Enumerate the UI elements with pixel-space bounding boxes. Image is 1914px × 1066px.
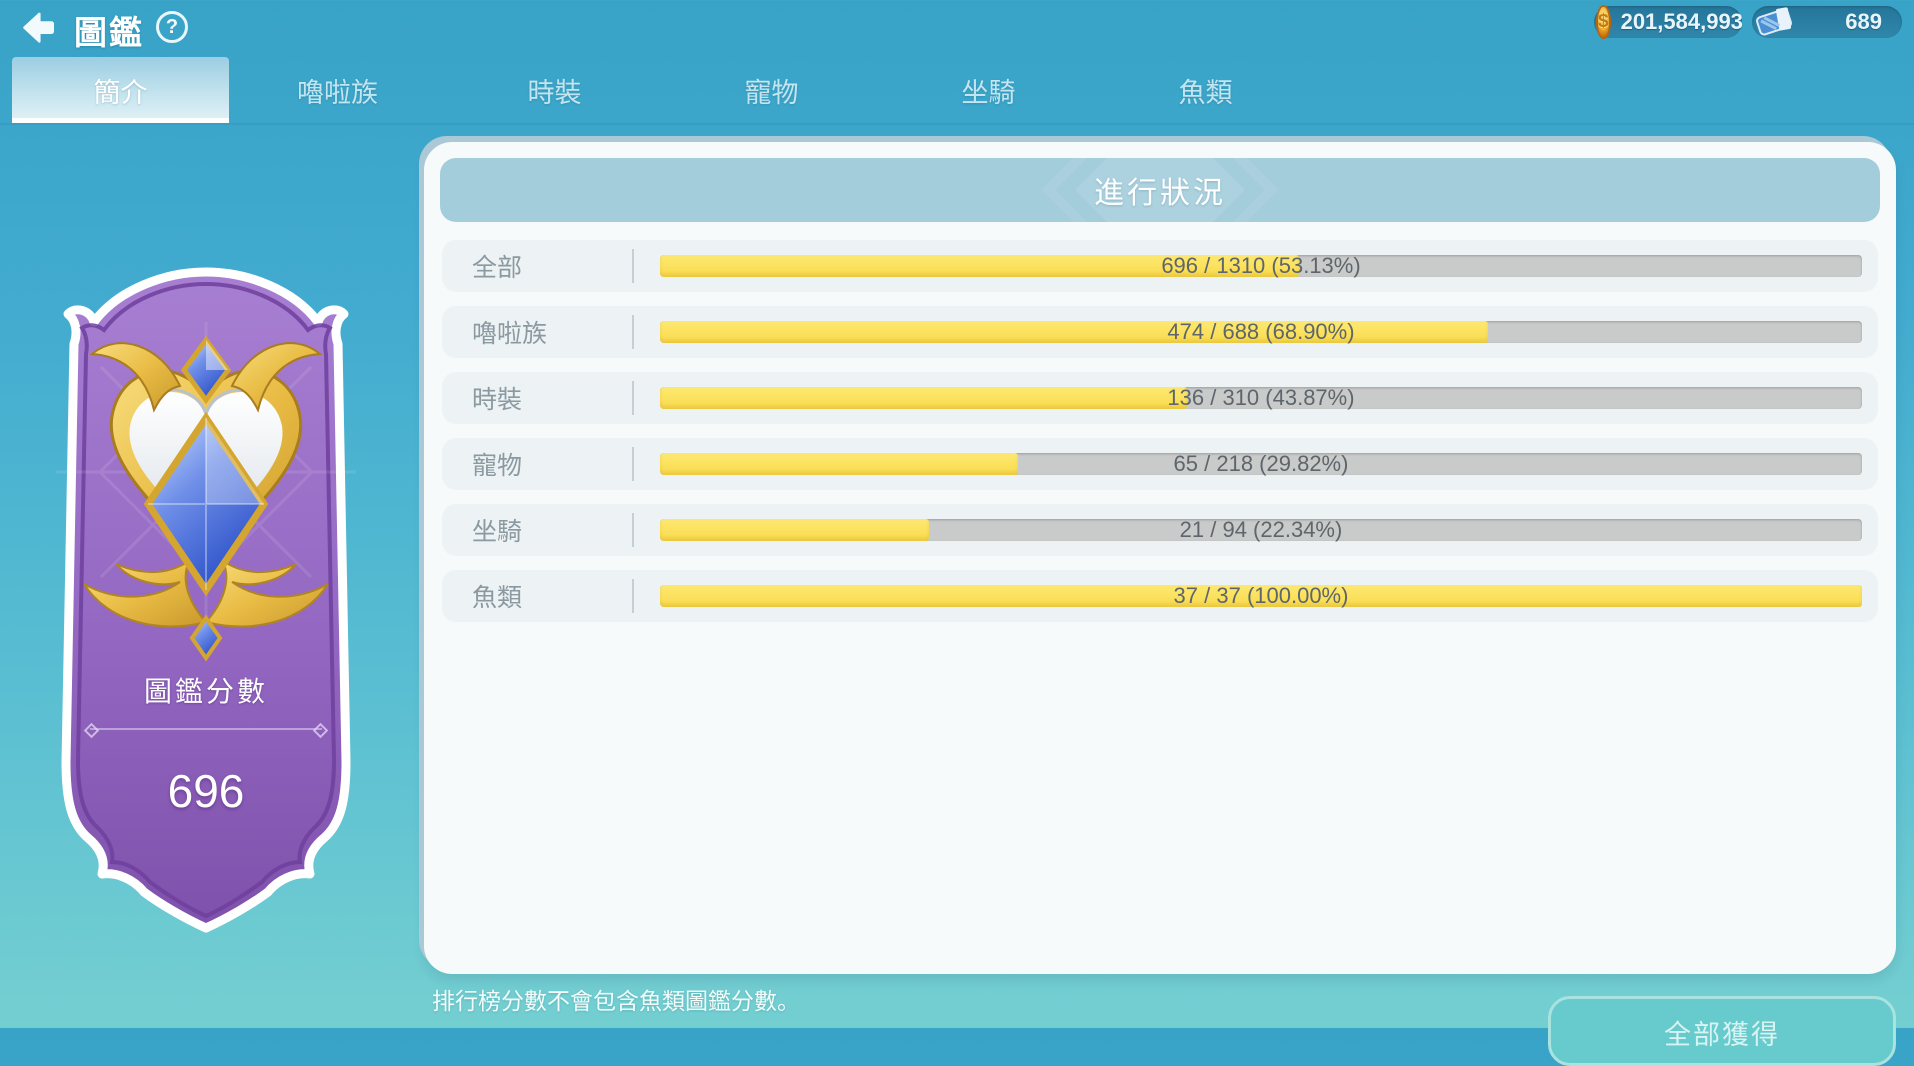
tab-label: 寵物: [744, 77, 799, 108]
claim-all-label: 全部獲得: [1664, 1020, 1780, 1050]
progress-text: 65 / 218 (29.82%): [1173, 451, 1349, 476]
progress-bar-track: 37 / 37 (100.00%): [660, 583, 1862, 608]
progress-bar-fill: [660, 453, 1019, 475]
progress-text: 37 / 37 (100.00%): [1173, 583, 1349, 608]
category-label: 寵物: [472, 452, 523, 480]
progress-text: 21 / 94 (22.34%): [1179, 517, 1343, 542]
progress-bar-track: 136 / 310 (43.87%): [660, 385, 1862, 410]
category-label: 坐騎: [472, 518, 523, 546]
badge-banner-art: [56, 267, 356, 933]
panel-title: 進行狀況: [1094, 177, 1226, 210]
ticket-amount: 689: [1845, 9, 1882, 34]
claim-all-button[interactable]: 全部獲得: [1548, 996, 1896, 1066]
row-divider: [632, 513, 634, 547]
progress-bar-track: 21 / 94 (22.34%): [660, 517, 1862, 542]
progress-text: 474 / 688 (68.90%): [1167, 319, 1355, 344]
progress-row: 魚類 37 / 37 (100.00%): [442, 570, 1878, 622]
tab-bar: 簡介 嚕啦族 時裝 寵物 坐騎 魚類: [0, 57, 1914, 125]
coin-amount: 201,584,993: [1620, 9, 1743, 34]
progress-bar-fill: [660, 519, 929, 541]
category-label: 時裝: [472, 386, 523, 414]
tab-label: 魚類: [1178, 77, 1233, 108]
badge-score-value: 696: [167, 765, 245, 817]
collection-score-badge: 圖鑑分數 696: [46, 262, 366, 938]
coin-icon: $: [1596, 5, 1611, 39]
tab-時裝[interactable]: 時裝: [446, 57, 663, 123]
page-title: 圖鑑: [74, 14, 144, 51]
panel-header: 進行狀況: [440, 158, 1880, 222]
top-bar: 圖鑑 ? $ 201,584,993 689: [0, 0, 1914, 56]
category-label: 嚕啦族: [472, 320, 548, 348]
progress-row: 時裝 136 / 310 (43.87%): [442, 372, 1878, 424]
progress-row: 全部 696 / 1310 (53.13%): [442, 240, 1878, 292]
tab-label: 時裝: [527, 77, 582, 108]
row-divider: [632, 579, 634, 613]
coin-currency-pill: $ 201,584,993: [1594, 5, 1743, 39]
ticket-currency-pill: 689: [1752, 6, 1902, 38]
progress-text: 136 / 310 (43.87%): [1167, 385, 1355, 410]
badge-divider: [90, 728, 322, 730]
row-divider: [632, 249, 634, 283]
progress-bar-fill: [660, 321, 1489, 343]
tab-label: 坐騎: [961, 77, 1016, 108]
progress-bar-fill: [660, 255, 1299, 277]
back-button[interactable]: [18, 9, 56, 47]
progress-bar-track: 474 / 688 (68.90%): [660, 319, 1862, 344]
category-label: 魚類: [472, 584, 523, 612]
progress-panel: 進行狀況 全部 696 / 1310 (53.13%) 嚕啦族 474 / 68…: [424, 142, 1896, 974]
tab-寵物[interactable]: 寵物: [663, 57, 880, 123]
progress-row: 寵物 65 / 218 (29.82%): [442, 438, 1878, 490]
tab-魚類[interactable]: 魚類: [1097, 57, 1314, 123]
tab-label: 簡介: [93, 77, 148, 108]
footer-note: 排行榜分數不會包含魚類圖鑑分數。: [432, 988, 800, 1014]
help-button[interactable]: ?: [156, 11, 188, 43]
progress-rows: 全部 696 / 1310 (53.13%) 嚕啦族 474 / 688 (68…: [442, 240, 1878, 636]
progress-text: 696 / 1310 (53.13%): [1161, 253, 1361, 278]
category-label: 全部: [472, 254, 523, 282]
question-icon: ?: [165, 15, 179, 38]
tab-坐騎[interactable]: 坐騎: [880, 57, 1097, 123]
progress-bar-fill: [660, 387, 1188, 409]
tab-label: 嚕啦族: [297, 77, 378, 108]
progress-bar-track: 65 / 218 (29.82%): [660, 451, 1862, 476]
progress-row: 嚕啦族 474 / 688 (68.90%): [442, 306, 1878, 358]
row-divider: [632, 447, 634, 481]
progress-bar-track: 696 / 1310 (53.13%): [660, 253, 1862, 278]
progress-row: 坐騎 21 / 94 (22.34%): [442, 504, 1878, 556]
ticket-icon: [1754, 5, 1794, 39]
back-arrow-icon: [23, 12, 55, 43]
row-divider: [632, 381, 634, 415]
row-divider: [632, 315, 634, 349]
progress-bar-fill: [660, 585, 1862, 607]
tab-簡介[interactable]: 簡介: [12, 57, 229, 123]
badge-score-label: 圖鑑分數: [143, 676, 268, 707]
tab-嚕啦族[interactable]: 嚕啦族: [229, 57, 446, 123]
